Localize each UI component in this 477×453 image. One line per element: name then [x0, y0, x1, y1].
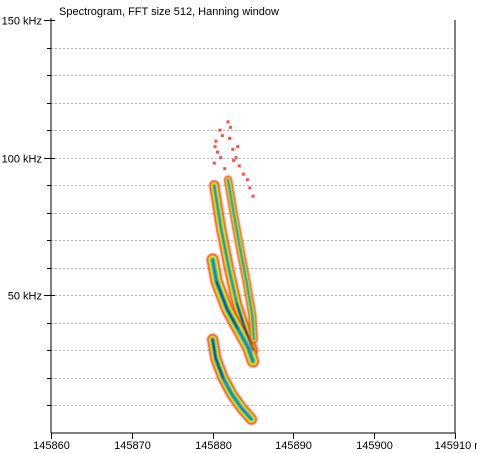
harmonic-speck [213, 145, 217, 149]
x-tick-label: 145860 [33, 440, 70, 452]
x-tick-label: 145890 [275, 440, 312, 452]
harmonic-speck [215, 150, 219, 154]
spectrogram-data [206, 120, 259, 425]
harmonic-speck [228, 125, 232, 129]
harmonic-speck [226, 120, 230, 124]
harmonic-speck [237, 164, 241, 168]
y-tick-label: 50 kHz [8, 291, 42, 303]
harmonic-speck [248, 186, 252, 190]
harmonic-speck [214, 139, 218, 143]
harmonic-speck [219, 156, 223, 160]
harmonic-speck [220, 134, 224, 138]
harmonic-speck [218, 128, 222, 132]
spectral-peak-core [236, 303, 254, 351]
axes [50, 18, 456, 434]
spectral-peak-core [212, 338, 224, 379]
x-tick-label: 145900 [356, 440, 393, 452]
harmonic-speck [236, 145, 240, 149]
x-tick-label: 145910 ms [435, 440, 477, 452]
y-tick-label: 150 kHz [2, 16, 42, 28]
harmonic-speck [232, 158, 236, 162]
y-tick-label: 100 kHz [2, 154, 42, 166]
harmonic-speck [234, 156, 238, 160]
spectral-peak-core [216, 281, 239, 329]
harmonic-speck [251, 194, 255, 198]
harmonic-speck [245, 178, 249, 182]
harmonic-speck [212, 161, 216, 165]
spectral-component-2-layer [227, 179, 255, 340]
harmonic-speck [241, 172, 245, 176]
x-tick-label: 145880 [195, 440, 232, 452]
x-tick-label: 145870 [114, 440, 151, 452]
ticks: 150 kHz 100 kHz 50 kHz 145860 145870 145880 14… [2, 16, 477, 453]
harmonic-speck [223, 167, 227, 171]
harmonic-speck [231, 147, 235, 151]
chart-title: Spectrogram, FFT size 512, Hanning windo… [59, 6, 279, 18]
harmonic-speck [228, 136, 232, 140]
